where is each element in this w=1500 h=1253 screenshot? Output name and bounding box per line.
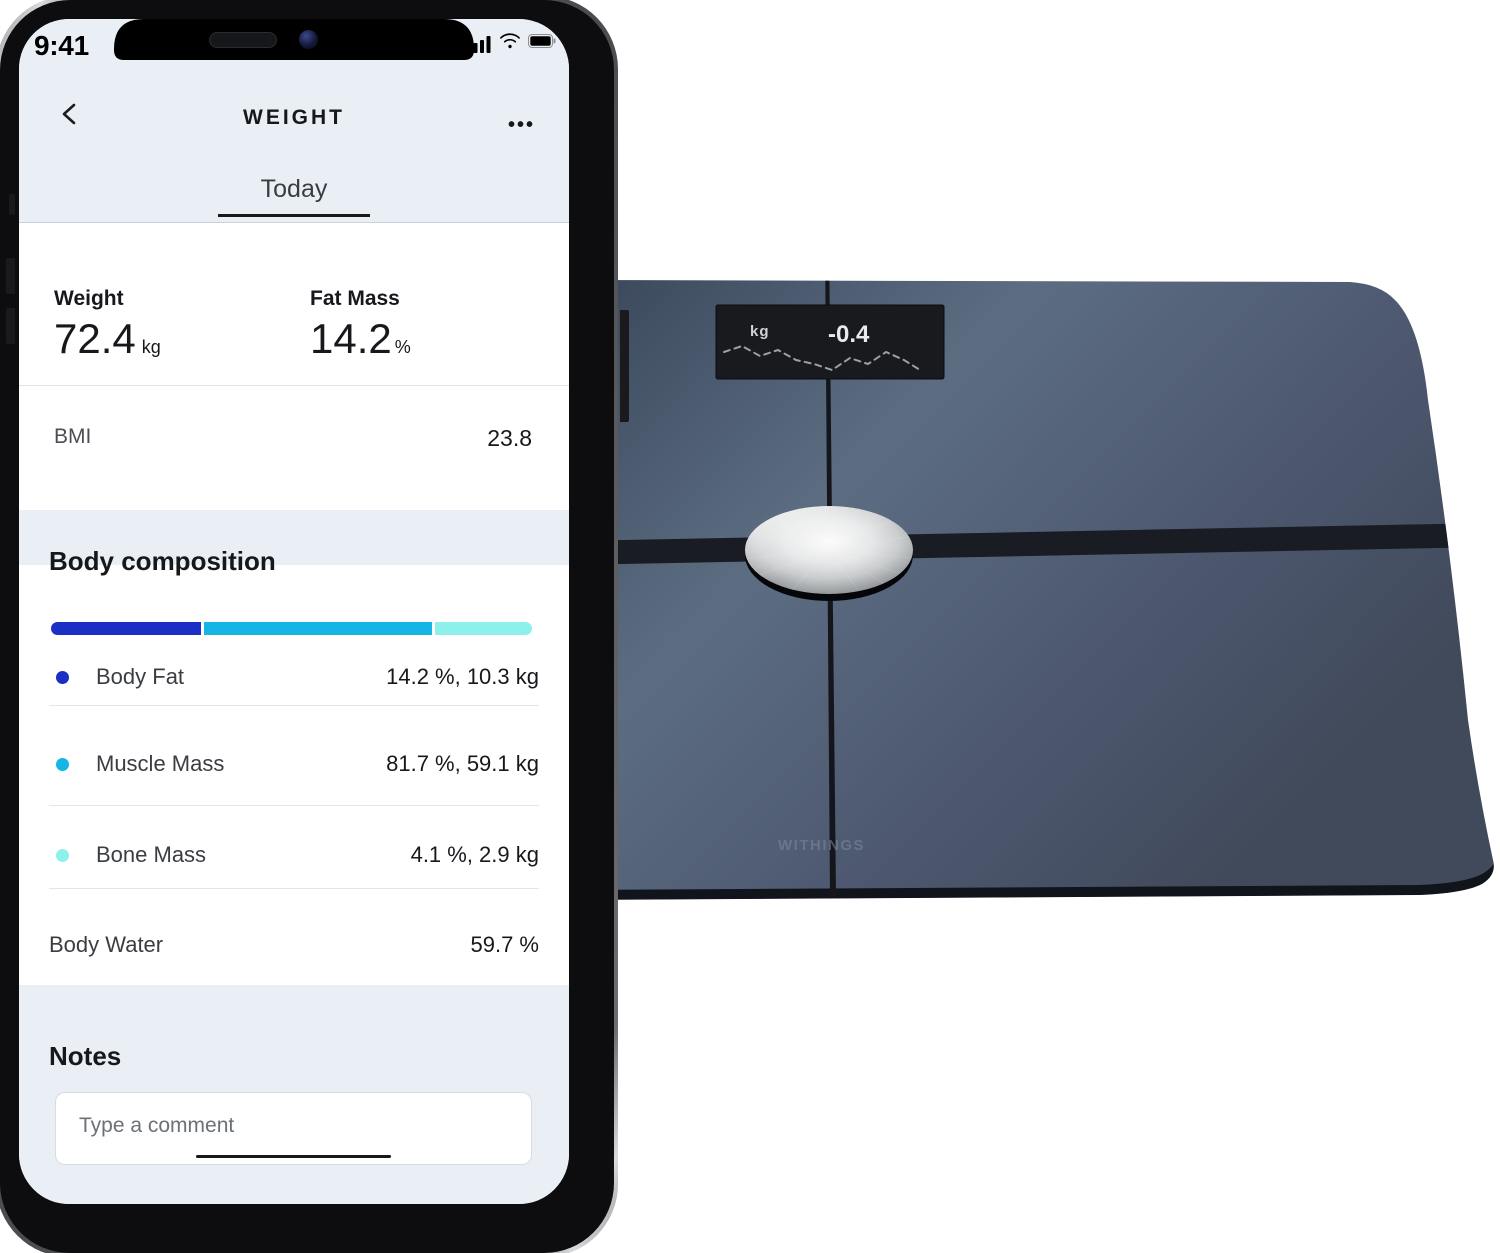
svg-text:kg: kg	[750, 323, 770, 340]
svg-text:-0.4: -0.4	[828, 321, 870, 348]
svg-text:WITHINGS: WITHINGS	[778, 837, 865, 854]
